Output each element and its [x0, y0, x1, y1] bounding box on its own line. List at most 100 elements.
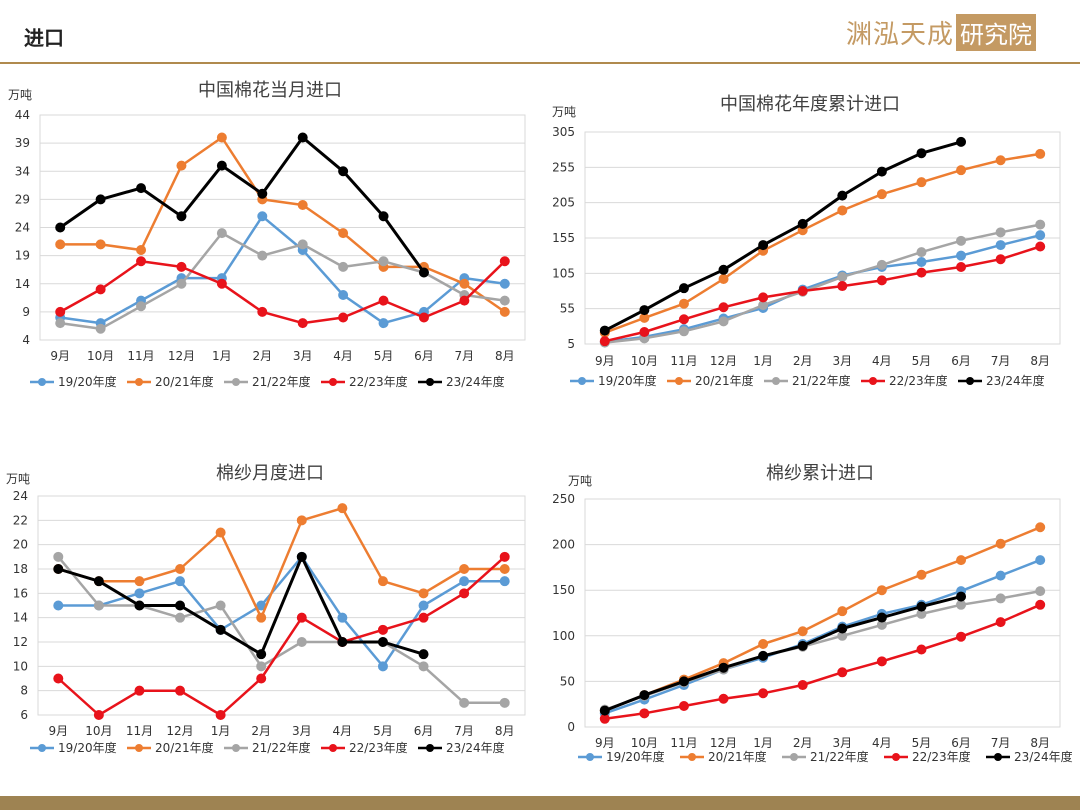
legend-swatch-marker [675, 377, 683, 385]
y-axis-unit-label: 万吨 [6, 472, 30, 486]
data-point [995, 617, 1006, 628]
data-point [1035, 219, 1046, 230]
data-point [718, 264, 729, 275]
legend-label: 21/22年度 [252, 374, 311, 389]
data-point [134, 588, 145, 599]
series-line [57, 506, 505, 619]
y-tick-label: 100 [552, 629, 575, 643]
series-line [604, 223, 1041, 344]
x-tick-label: 6月 [951, 736, 971, 750]
legend-label: 19/20年度 [606, 749, 665, 764]
data-point [599, 336, 610, 347]
data-point [956, 136, 967, 147]
series-line [604, 233, 1041, 344]
footer-bar [0, 796, 1080, 810]
x-tick-label: 8月 [495, 724, 515, 738]
legend-label: 19/20年度 [58, 740, 117, 755]
x-tick-label: 12月 [168, 349, 195, 363]
data-point [297, 200, 308, 210]
y-tick-label: 14 [13, 611, 28, 625]
legend-swatch-marker [869, 377, 877, 385]
data-point [956, 235, 967, 246]
legend-label: 23/24年度 [446, 740, 505, 755]
x-tick-label: 11月 [126, 724, 153, 738]
y-tick-label: 20 [13, 538, 28, 552]
x-tick-label: 5月 [373, 724, 393, 738]
data-point [995, 593, 1006, 604]
data-point [216, 228, 227, 239]
y-tick-label: 4 [22, 333, 30, 347]
series-line [58, 555, 505, 668]
data-point [459, 588, 470, 599]
y-axis-unit-label: 万吨 [8, 88, 32, 102]
series-line [604, 152, 1041, 334]
legend-swatch-marker [38, 744, 46, 752]
x-tick-label: 4月 [333, 724, 353, 738]
chart-svg: 0 50 100 150 200 250 9月 10月 11月 12月 1月 2月 3月 4月 5月 6月 7月… [552, 463, 1073, 764]
data-point [599, 325, 610, 336]
data-point [53, 673, 64, 684]
data-point [499, 697, 510, 708]
data-point [499, 564, 510, 574]
legend-swatch-marker [586, 753, 594, 761]
data-point [297, 318, 308, 329]
data-point [916, 644, 927, 655]
data-point [136, 183, 147, 194]
data-point [678, 314, 689, 325]
data-point [995, 227, 1006, 238]
data-point [337, 637, 348, 647]
data-point [55, 222, 66, 233]
data-point [134, 685, 145, 696]
data-point [95, 194, 106, 205]
data-point [176, 261, 187, 272]
legend-swatch-marker [135, 378, 143, 386]
brand-logo: 渊泓天成 研究院 [846, 12, 1037, 52]
data-point [956, 165, 967, 176]
data-point [337, 612, 348, 623]
data-point [1035, 555, 1046, 566]
data-point [639, 305, 650, 316]
data-point [418, 649, 429, 660]
data-point [296, 515, 307, 526]
legend-swatch-marker [232, 744, 240, 752]
x-tick-label: 10月 [85, 724, 112, 738]
legend-label: 23/24年度 [1014, 749, 1073, 764]
data-point [418, 600, 429, 611]
header-divider [0, 62, 1080, 64]
data-point [995, 155, 1006, 166]
y-tick-label: 0 [567, 720, 575, 734]
series-line [59, 260, 506, 325]
data-point [916, 148, 927, 159]
x-tick-label: 8月 [1030, 736, 1050, 750]
x-tick-label: 2月 [793, 354, 813, 368]
data-point [758, 240, 769, 251]
data-point [377, 661, 388, 672]
data-point [136, 256, 147, 267]
data-point [1035, 522, 1046, 533]
data-point [175, 576, 186, 587]
legend-swatch-marker [329, 744, 337, 752]
data-point [215, 527, 226, 538]
data-point [215, 600, 226, 611]
legend-swatch-marker [994, 753, 1002, 761]
data-point [95, 323, 106, 334]
x-tick-label: 8月 [1030, 354, 1050, 368]
data-point [718, 273, 729, 284]
x-tick-label: 10月 [87, 349, 114, 363]
x-tick-label: 9月 [50, 349, 70, 363]
data-point [176, 278, 187, 289]
cotton-monthly-import-chart: 4 9 14 19 24 29 34 39 44 9月 10月 11月 12月 1月 2月 3月 4月 5月 6月 7… [0, 70, 540, 400]
legend-swatch-marker [772, 377, 780, 385]
legend-swatch-marker [38, 378, 46, 386]
data-point [876, 259, 887, 270]
y-tick-label: 19 [15, 249, 30, 263]
data-point [256, 649, 267, 660]
data-point [639, 690, 650, 701]
chart-title: 中国棉花年度累计进口 [720, 94, 900, 115]
data-point [1035, 599, 1046, 610]
legend-label: 21/22年度 [810, 749, 869, 764]
data-point [377, 624, 388, 635]
data-point [499, 295, 510, 306]
data-point [956, 555, 967, 566]
